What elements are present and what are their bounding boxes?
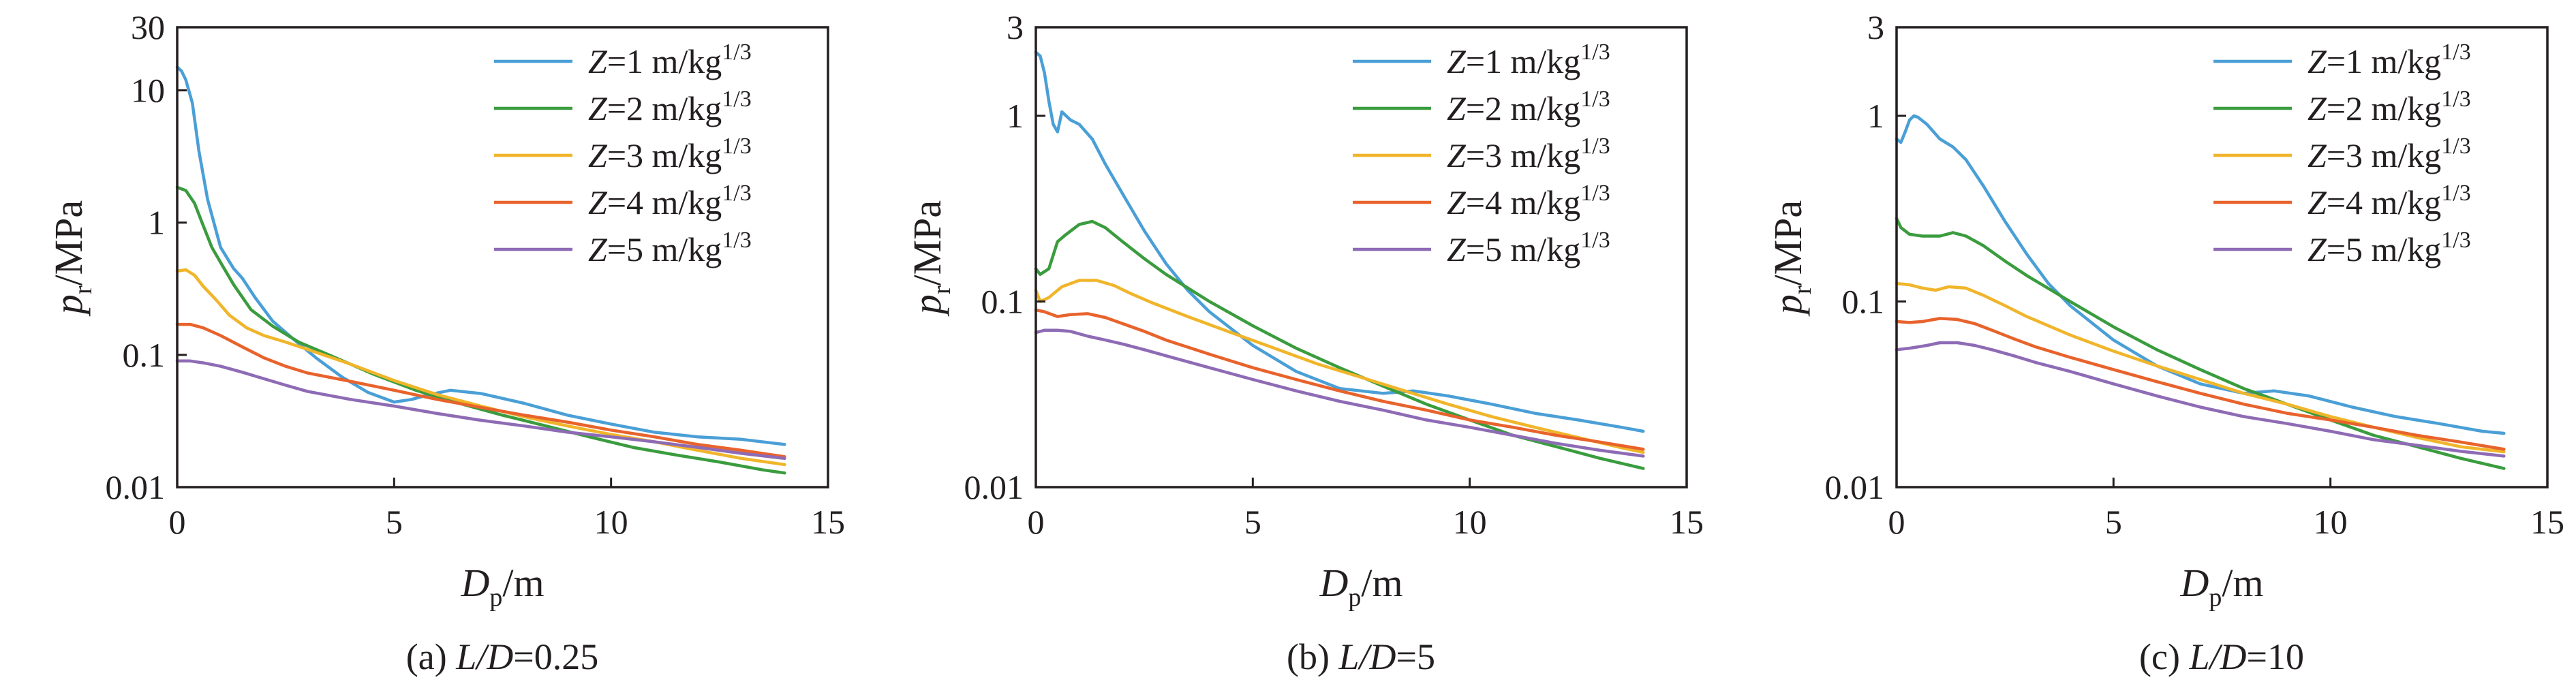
plot-frame bbox=[1034, 26, 1688, 489]
legend-entry-3: Z=3 m/kg1/3 bbox=[1447, 134, 1610, 174]
y-tick-label: 10 bbox=[131, 72, 165, 110]
y-tick-label: 30 bbox=[131, 8, 165, 46]
series-line-2 bbox=[1034, 219, 1645, 470]
x-tick-label: 0 bbox=[1028, 503, 1045, 541]
legend-entry-2: Z=2 m/kg1/3 bbox=[2307, 87, 2471, 127]
series-line-1 bbox=[175, 65, 786, 446]
x-tick-label: 5 bbox=[1244, 503, 1261, 541]
x-tick-label: 5 bbox=[386, 503, 403, 541]
y-tick-label: 0.01 bbox=[964, 468, 1024, 506]
panel-caption: (b) L/D=5 bbox=[1287, 636, 1435, 677]
x-axis-label: Dp/m bbox=[460, 561, 544, 612]
plot-frame bbox=[176, 26, 829, 489]
series-line-1 bbox=[1034, 50, 1645, 433]
legend-entry-1: Z=1 m/kg1/3 bbox=[588, 40, 752, 80]
series-line-4 bbox=[175, 322, 786, 459]
x-tick-label: 0 bbox=[169, 503, 186, 541]
legend: Z=1 m/kg1/3 Z=2 m/kg1/3 Z=3 m/kg1/3 Z=4 m/k… bbox=[2213, 40, 2471, 268]
x-tick-label: 10 bbox=[2314, 503, 2348, 541]
legend: Z=1 m/kg1/3 Z=2 m/kg1/3 Z=3 m/kg1/3 Z=4 m/k… bbox=[494, 40, 752, 268]
legend-entry-4: Z=4 m/kg1/3 bbox=[2307, 181, 2471, 221]
series-line-4 bbox=[1895, 317, 2506, 451]
legend-entry-5: Z=5 m/kg1/3 bbox=[588, 228, 752, 268]
legend-entry-3: Z=3 m/kg1/3 bbox=[2307, 134, 2471, 174]
y-tick-label: 0.01 bbox=[106, 468, 166, 506]
legend-entry-3: Z=3 m/kg1/3 bbox=[588, 134, 752, 174]
y-tick-label: 0.1 bbox=[1842, 283, 1885, 321]
y-tick-label: 0.1 bbox=[123, 336, 166, 374]
x-tick-label: 5 bbox=[2105, 503, 2122, 541]
x-tick-label: 10 bbox=[1453, 503, 1487, 541]
x-axis-label: Dp/m bbox=[2179, 561, 2263, 612]
legend-entry-2: Z=2 m/kg1/3 bbox=[1447, 87, 1610, 127]
y-tick-label: 0.1 bbox=[981, 283, 1024, 321]
series-line-5 bbox=[1895, 341, 2506, 458]
plot-frame bbox=[1895, 26, 2549, 489]
legend-entry-4: Z=4 m/kg1/3 bbox=[1447, 181, 1610, 221]
y-axis-label: pr/MPa bbox=[905, 200, 956, 317]
legend: Z=1 m/kg1/3 Z=2 m/kg1/3 Z=3 m/kg1/3 Z=4 m/k… bbox=[1353, 40, 1610, 268]
legend-entry-5: Z=5 m/kg1/3 bbox=[1447, 228, 1610, 268]
series-line-5 bbox=[175, 359, 786, 461]
chart-panel-3: 0 5 10 15 0.01 0.1 1 3 Dp/m pr/MPa Z=1 m/kg1/3 Z=2 … bbox=[1766, 8, 2564, 677]
series-line-3 bbox=[1895, 281, 2506, 454]
y-tick-label: 0.01 bbox=[1825, 468, 1885, 506]
series-line-5 bbox=[1034, 328, 1645, 458]
x-axis-label: Dp/m bbox=[1319, 561, 1402, 612]
chart-panel-2: 0 5 10 15 0.01 0.1 1 3 Dp/m pr/MPa Z=1 m/kg1/3 Z=2 … bbox=[905, 8, 1704, 677]
y-tick-label: 3 bbox=[1007, 8, 1024, 46]
panel-caption: (a) L/D=0.25 bbox=[406, 636, 598, 677]
x-tick-label: 15 bbox=[2530, 503, 2564, 541]
x-tick-label: 15 bbox=[811, 503, 845, 541]
legend-entry-1: Z=1 m/kg1/3 bbox=[2307, 40, 2471, 80]
x-tick-label: 0 bbox=[1888, 503, 1905, 541]
series-line-3 bbox=[1034, 279, 1645, 454]
x-tick-label: 15 bbox=[1670, 503, 1704, 541]
y-tick-label: 1 bbox=[148, 204, 165, 242]
series-line-2 bbox=[1895, 217, 2506, 470]
legend-entry-2: Z=2 m/kg1/3 bbox=[588, 87, 752, 127]
series-line-4 bbox=[1034, 308, 1645, 451]
legend-entry-5: Z=5 m/kg1/3 bbox=[2307, 228, 2471, 268]
series-line-1 bbox=[1895, 114, 2506, 435]
y-axis-label: pr/MPa bbox=[1766, 200, 1817, 317]
panel-caption: (c) L/D=10 bbox=[2139, 636, 2304, 677]
legend-entry-4: Z=4 m/kg1/3 bbox=[588, 181, 752, 221]
legend-entry-1: Z=1 m/kg1/3 bbox=[1447, 40, 1610, 80]
y-tick-label: 1 bbox=[1867, 97, 1884, 135]
x-tick-label: 10 bbox=[594, 503, 628, 541]
y-tick-label: 3 bbox=[1867, 8, 1884, 46]
y-axis-label: pr/MPa bbox=[46, 200, 97, 317]
y-tick-label: 1 bbox=[1007, 97, 1024, 135]
